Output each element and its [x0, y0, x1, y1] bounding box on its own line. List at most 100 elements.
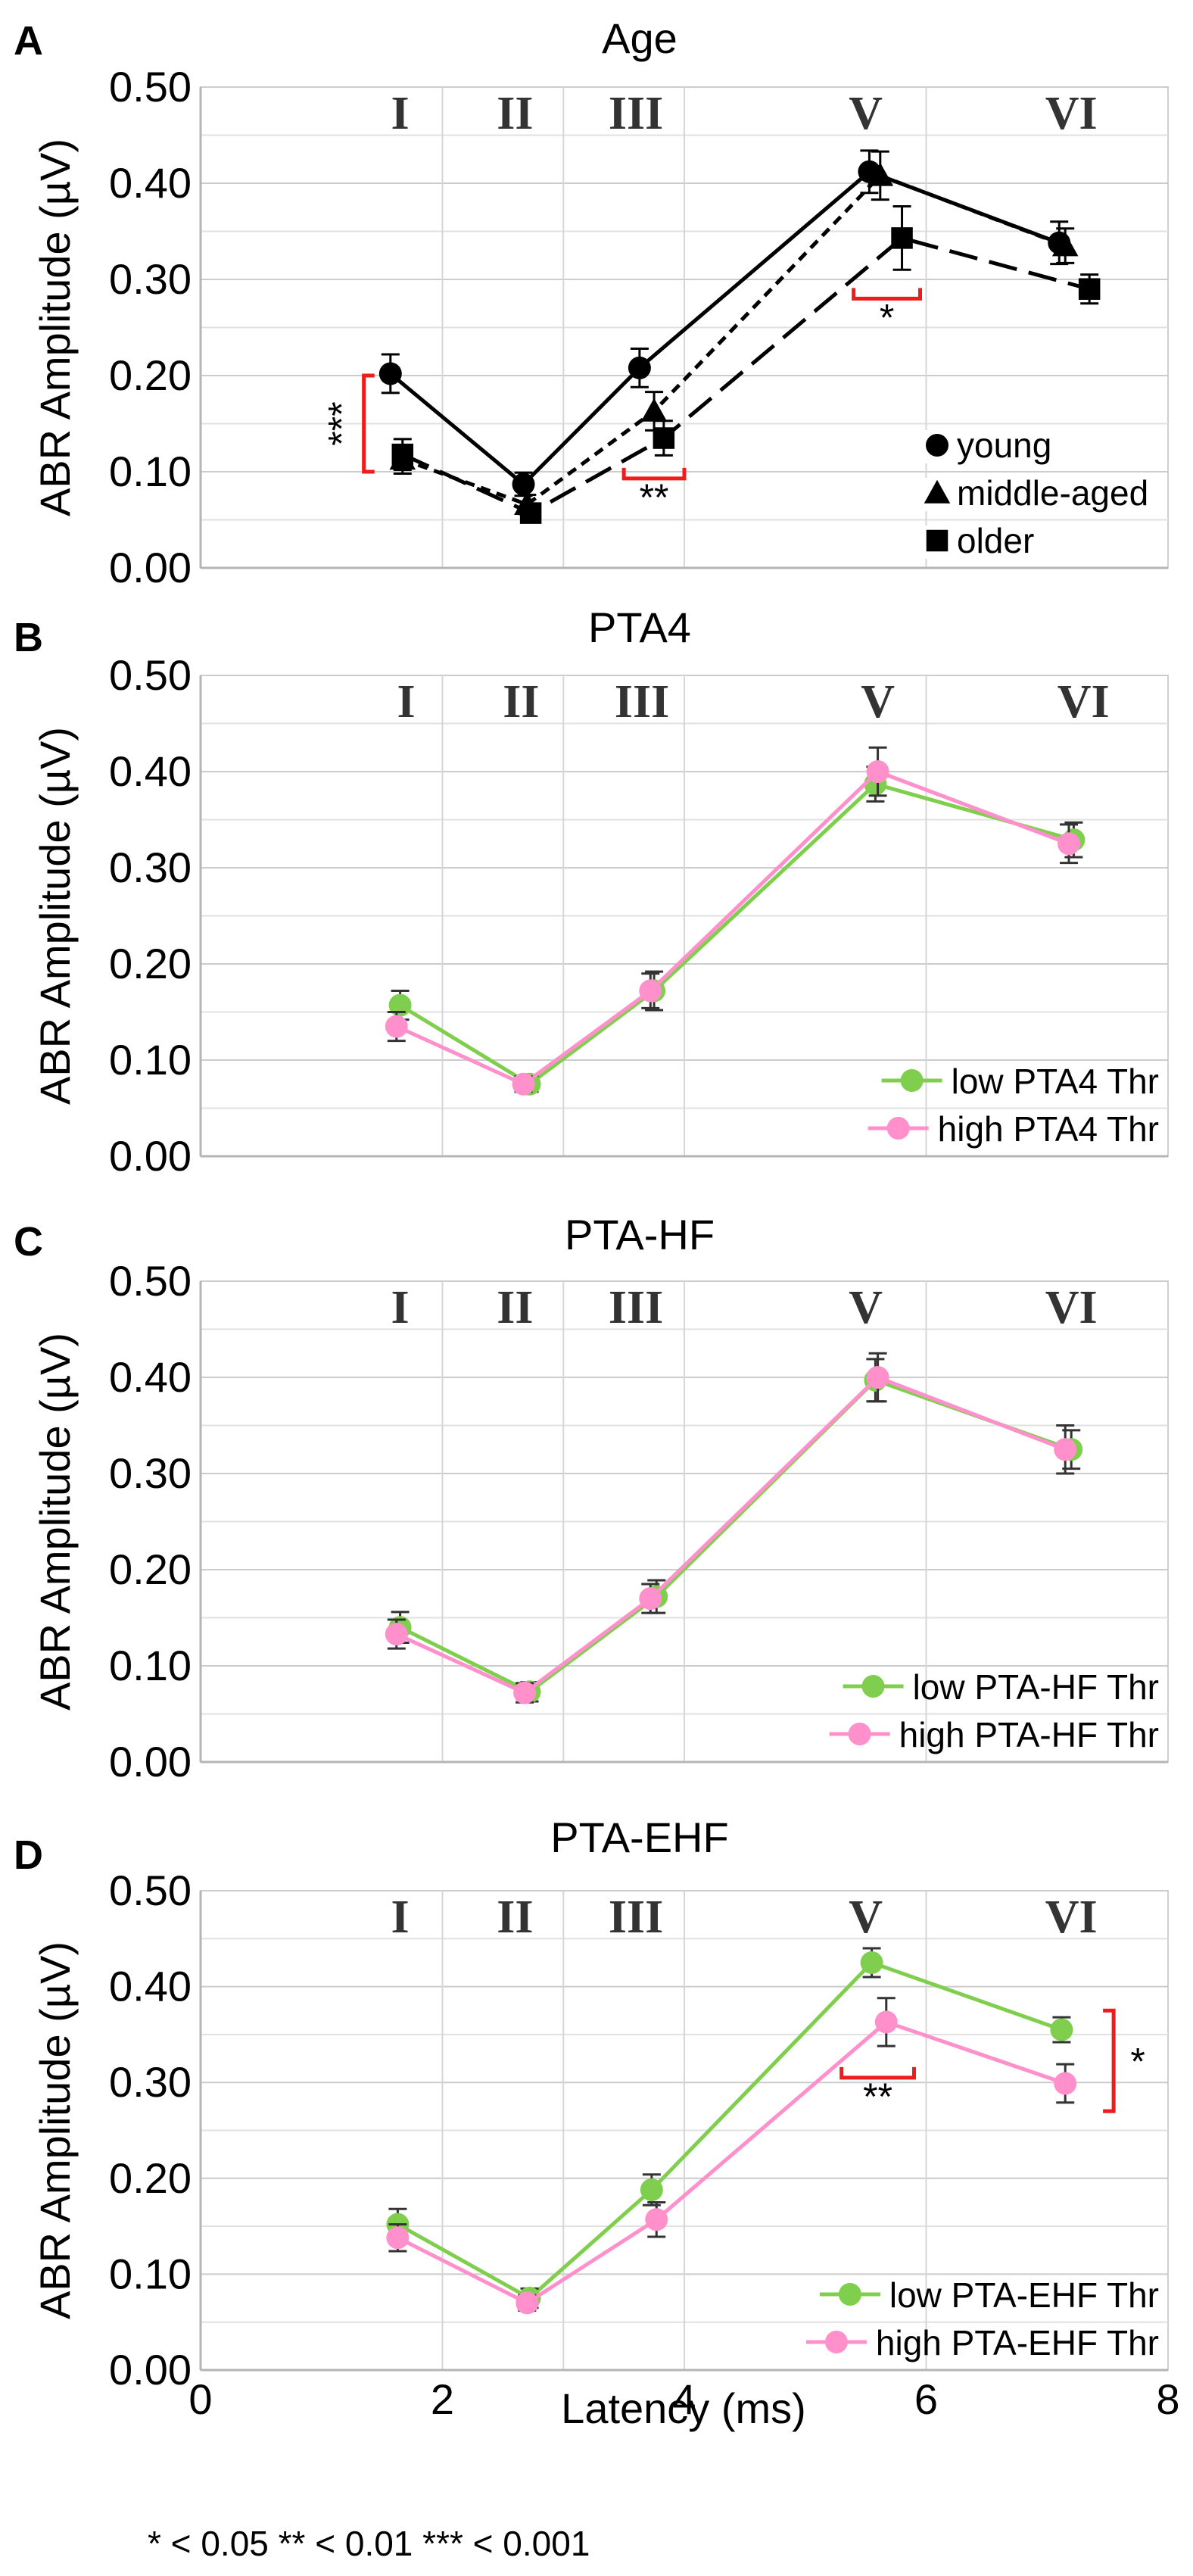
panel-c-y-tick-label: 0.40 — [109, 1353, 192, 1401]
panel-b-legend-label: high PTA4 Thr — [938, 1109, 1159, 1149]
panel-d-y-tick-label: 0.30 — [109, 2058, 192, 2106]
panel-b-peak-label: V — [861, 676, 895, 728]
panel-a-data-point — [391, 443, 414, 466]
panel-a-legend-label: older — [957, 521, 1034, 560]
panel-c-legend-label: low PTA-HF Thr — [913, 1667, 1159, 1707]
panel-d-legend-label: high PTA-EHF Thr — [876, 2323, 1159, 2362]
x-tick-label: 2 — [431, 2375, 454, 2423]
panel-c-y-tick-label: 0.20 — [109, 1545, 192, 1593]
panel-a-peak-label: III — [609, 88, 663, 139]
panel-a-peak-label: I — [391, 88, 410, 139]
panel-d-significance-label: * — [1130, 2041, 1145, 2083]
panel-a-data-point — [512, 472, 535, 496]
panel-a-letter: A — [14, 18, 43, 64]
x-tick-label: 4 — [672, 2375, 696, 2423]
panel-a-data-point — [1051, 232, 1079, 257]
panel-d-data-point — [640, 2178, 663, 2201]
panel-d-data-point — [516, 2291, 539, 2315]
panel-a-data-point — [378, 362, 402, 385]
panel-d-peak-label: V — [849, 1891, 883, 1943]
panel-a-y-tick-label: 0.30 — [109, 255, 192, 303]
panel-b-legend-marker — [900, 1069, 924, 1092]
panel-a-peak-label: V — [849, 88, 883, 139]
panel-c-letter: C — [14, 1219, 43, 1265]
panel-d-data-point — [1054, 2072, 1077, 2095]
panel-a-peak-label: II — [497, 88, 533, 139]
x-axis-label: Latency (ms) — [561, 2384, 806, 2432]
panel-d-peak-label: III — [609, 1891, 663, 1943]
panel-d-data-point — [860, 1951, 883, 1974]
panel-c-legend-marker — [861, 1675, 885, 1698]
panel-b-data-point — [639, 979, 662, 1003]
panel-d-legend-marker — [824, 2331, 848, 2353]
panel-a-significance-bracket — [621, 467, 687, 481]
panel-d-significance-bracket — [1103, 2008, 1116, 2113]
panel-c-peak-label: VI — [1045, 1282, 1098, 1333]
panel-b-letter: B — [14, 615, 43, 660]
panel-c-legend-label: high PTA-HF Thr — [899, 1715, 1159, 1754]
panel-c-data-point — [639, 1587, 662, 1611]
panel-a-data-point — [640, 398, 668, 422]
panel-a-significance-label: *** — [321, 401, 363, 445]
x-tick-label: 8 — [1156, 2375, 1179, 2423]
panel-c-y-tick-label: 0.10 — [109, 1642, 192, 1689]
panel-d-title: PTA-EHF — [550, 1813, 728, 1861]
panel-b-y-tick-label: 0.30 — [109, 844, 192, 891]
panel-d-significance-bracket — [839, 2066, 917, 2080]
panel-b-y-tick-label: 0.00 — [109, 1132, 192, 1180]
panel-b-y-tick-label: 0.50 — [109, 651, 192, 699]
panel-a-data-point — [1078, 278, 1101, 300]
panel-a-peak-label: VI — [1045, 88, 1098, 139]
panel-c-data-point — [1054, 1438, 1077, 1461]
panel-c-legend-marker — [848, 1723, 871, 1745]
panel-c-data-point — [866, 1366, 889, 1389]
panel-c-data-point — [513, 1681, 537, 1704]
panel-b-legend-marker — [886, 1117, 910, 1140]
panel-b-peak-label: II — [503, 676, 539, 728]
panel-d-y-tick-label: 0.50 — [109, 1867, 192, 1914]
panel-d-y-tick-label: 0.40 — [109, 1963, 192, 2010]
panel-d-y-tick-label: 0.00 — [109, 2346, 192, 2394]
panel-a-legend-marker — [926, 434, 948, 457]
panel-d-peak-label: I — [391, 1891, 410, 1943]
panel-a-data-point — [628, 356, 651, 379]
panel-a-y-tick-label: 0.00 — [109, 544, 192, 591]
panel-b-y-tick-label: 0.10 — [109, 1036, 192, 1084]
panel-b-data-point — [388, 993, 412, 1017]
panel-a-legend-marker — [924, 479, 951, 504]
panel-d-legend-marker — [838, 2283, 861, 2306]
panel-d-letter: D — [14, 1832, 43, 1878]
panel-a-y-tick-label: 0.20 — [109, 351, 192, 399]
panel-a-data-point — [867, 162, 894, 186]
panel-a-y-tick-label: 0.10 — [109, 448, 192, 495]
panel-d-y-tick-label: 0.10 — [109, 2250, 192, 2297]
panel-b-y-tick-label: 0.20 — [109, 940, 192, 987]
panel-d-y-tick-label: 0.20 — [109, 2154, 192, 2202]
panel-a-y-tick-label: 0.50 — [109, 63, 192, 111]
panel-b-legend-label: low PTA4 Thr — [952, 1062, 1159, 1101]
panel-c-peak-label: I — [391, 1282, 410, 1333]
panel-a-data-point — [653, 427, 675, 449]
panel-d-peak-label: VI — [1045, 1891, 1098, 1943]
panel-b-peak-label: VI — [1058, 676, 1110, 728]
panel-a-significance-label: * — [880, 296, 894, 338]
panel-b-peak-label: III — [615, 676, 669, 728]
panel-a-data-point — [891, 227, 913, 249]
panel-c-peak-label: V — [849, 1282, 883, 1333]
panel-d-data-point — [386, 2226, 410, 2250]
panel-a-significance-bracket — [362, 373, 375, 474]
panel-a-legend-marker — [926, 529, 948, 552]
panel-a-title: Age — [602, 14, 677, 62]
panel-d-peak-label: II — [497, 1891, 533, 1943]
panel-b-y-tick-label: 0.40 — [109, 747, 192, 795]
panel-c-data-point — [385, 1623, 408, 1646]
panel-a-significance-label: ** — [640, 476, 669, 519]
panel-c-y-tick-label: 0.50 — [109, 1257, 192, 1305]
panel-d-data-point — [645, 2208, 668, 2231]
panel-b-peak-label: I — [397, 676, 416, 728]
panel-a-significance-bracket — [852, 288, 923, 301]
x-tick-label: 6 — [914, 2375, 938, 2423]
panel-a-legend-label: young — [957, 426, 1051, 465]
panel-b-title: PTA4 — [588, 603, 691, 651]
